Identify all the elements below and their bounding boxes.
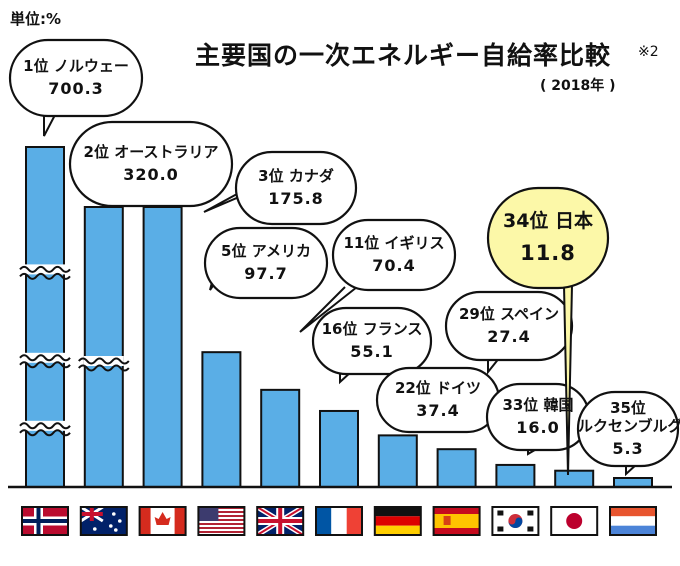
value-label: 37.4 <box>416 400 460 420</box>
value-label: 700.3 <box>48 78 104 98</box>
bar-2 <box>83 206 124 488</box>
bar-8 <box>436 448 477 488</box>
bubble-5 <box>331 218 457 292</box>
rank-label: 11位 イギリス <box>343 234 445 252</box>
bar-10 <box>554 469 595 489</box>
netherlands-flag-icon <box>609 506 657 536</box>
bar-label: 35位 ルクセンブルグ 5.3 <box>578 398 680 460</box>
rank-label: 29位 スペイン <box>458 305 560 323</box>
axis-break-2-1-2 <box>78 364 130 372</box>
spain-flag-icon <box>432 506 481 536</box>
value-label: 320.0 <box>123 164 179 184</box>
value-label: 5.3 <box>612 439 644 458</box>
value-label: 27.4 <box>487 326 531 346</box>
value-label: 70.4 <box>372 255 416 275</box>
tail-1 <box>43 112 57 137</box>
axis-break-1-3-2 <box>19 429 71 437</box>
rank-label: 35位 ルクセンブルグ <box>578 398 680 436</box>
rank-label: 3位 カナダ <box>258 167 334 185</box>
bubble-6 <box>311 306 433 376</box>
rank-label: 1位 ノルウェー <box>23 57 129 75</box>
bar-label: 33位 韓国 16.0 <box>487 396 589 438</box>
bar-9 <box>495 463 536 489</box>
axis-break-1-3 <box>19 422 71 430</box>
bar-6 <box>319 409 359 489</box>
canada-flag-icon <box>138 506 187 536</box>
bar-4 <box>201 351 242 489</box>
axis-break-1-2-2 <box>19 361 71 369</box>
tail-5 <box>299 286 358 333</box>
bar-label: 11位 イギリス 70.4 <box>333 234 455 276</box>
axis-break-1-1 <box>19 265 71 273</box>
bar-label: 22位 ドイツ 37.4 <box>377 379 499 421</box>
footnote-mark: ※2 <box>638 44 659 60</box>
bubble-4 <box>203 226 329 300</box>
bubble-1 <box>8 38 144 118</box>
bar-label: 2位 オーストラリア 320.0 <box>70 143 232 185</box>
rank-label: 16位 フランス <box>321 320 423 338</box>
rank-label: 22位 ドイツ <box>394 379 482 397</box>
uk-flag-icon <box>256 506 305 536</box>
japan-flag-icon <box>550 506 599 536</box>
usa-flag-icon <box>197 506 246 536</box>
axis-break-1-1-2 <box>19 272 71 280</box>
bar-7 <box>377 434 418 488</box>
norway-flag-icon <box>21 506 69 536</box>
bar-label: 3位 カナダ 175.8 <box>236 167 356 209</box>
bar-label: 1位 ノルウェー 700.3 <box>10 57 142 99</box>
france-flag-icon <box>315 506 363 536</box>
unit-label: 単位:% <box>10 10 62 28</box>
chart-subtitle: ( 2018年 ) <box>540 78 616 94</box>
bar-label: 5位 アメリカ 97.7 <box>205 242 327 284</box>
value-label: 55.1 <box>350 341 394 361</box>
value-label: 11.8 <box>520 240 576 265</box>
chart-title: 主要国の一次エネルギー自給率比較 <box>195 41 612 70</box>
bar-label: 16位 フランス 55.1 <box>313 320 431 362</box>
bar-5 <box>260 388 301 488</box>
value-label: 175.8 <box>268 188 324 208</box>
bar-label: 29位 スペイン 27.4 <box>446 305 572 347</box>
value-label: 16.0 <box>516 417 560 437</box>
tail-10 <box>563 284 573 476</box>
bubble-11 <box>576 390 680 468</box>
axis-break-2-1 <box>78 357 130 365</box>
rank-label: 33位 韓国 <box>502 396 574 414</box>
rank-label: 34位 日本 <box>502 210 594 232</box>
highlight-label: 34位 日本 11.8 <box>488 210 608 266</box>
korea-flag-icon <box>491 506 540 536</box>
bubble-2 <box>68 120 234 208</box>
bubble-10 <box>486 186 610 290</box>
rank-label: 5位 アメリカ <box>221 242 311 260</box>
bar-11 <box>613 477 653 488</box>
value-label: 97.7 <box>244 263 288 283</box>
axis-break-1-2 <box>19 354 71 362</box>
bar-3 <box>142 206 183 488</box>
bubble-3 <box>234 150 358 226</box>
rank-label: 2位 オーストラリア <box>83 143 219 161</box>
germany-flag-icon <box>373 506 422 536</box>
australia-flag-icon <box>79 506 128 536</box>
